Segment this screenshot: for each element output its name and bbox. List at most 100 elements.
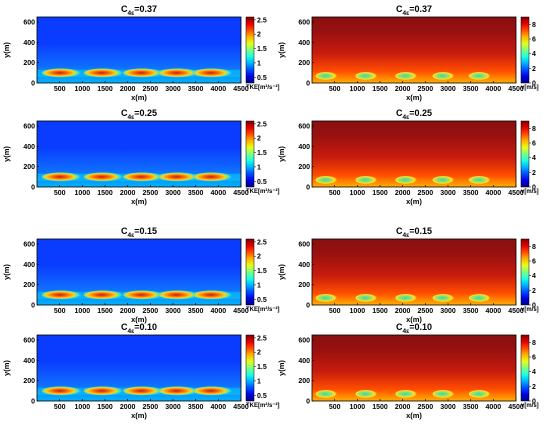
y-tick-label: 600 bbox=[298, 242, 310, 249]
x-tick-label: 4500 bbox=[508, 404, 524, 411]
x-tick-label: 2500 bbox=[143, 190, 159, 197]
x-tick-label: 3000 bbox=[440, 308, 456, 315]
colorbar-tick-label: 2 bbox=[532, 66, 536, 73]
y-tick-label: 600 bbox=[23, 124, 35, 131]
x-tick-label: 2500 bbox=[143, 86, 159, 93]
title-base: C bbox=[121, 4, 128, 14]
velocity-wake-2 bbox=[355, 71, 378, 80]
x-tick-label: 2000 bbox=[395, 404, 411, 411]
colorbar-tick-label: 8 bbox=[532, 340, 536, 347]
panel-svg: 500 1000 1500 2000 2500 3000 3500 4000 450002004… bbox=[2, 226, 280, 324]
colorbar-tick-label: 4 bbox=[532, 273, 536, 280]
tke-core-5 bbox=[192, 290, 233, 300]
y-tick-label: 0 bbox=[31, 303, 35, 310]
y-axis-label: y(m) bbox=[277, 146, 286, 162]
y-tick-label: 200 bbox=[23, 282, 35, 289]
velocity-wake-3 bbox=[395, 71, 418, 80]
velocity-wake-5 bbox=[468, 175, 491, 184]
y-tick-label: 400 bbox=[298, 262, 310, 269]
tke-core-3 bbox=[123, 386, 164, 396]
x-tick-label: 2000 bbox=[395, 308, 411, 315]
colorbar-tick-label: 8 bbox=[532, 126, 536, 133]
velocity-wake-3 bbox=[395, 389, 418, 398]
panel-title: C4ε=0.37 bbox=[121, 4, 157, 17]
y-tick-label: 400 bbox=[298, 358, 310, 365]
x-tick-label: 3000 bbox=[440, 190, 456, 197]
x-axis-label: x(m) bbox=[406, 197, 422, 206]
tke-core-4 bbox=[158, 386, 199, 396]
y-axis-label: y(m) bbox=[277, 264, 286, 280]
x-tick-label: 1500 bbox=[372, 86, 388, 93]
y-tick-label: 400 bbox=[298, 144, 310, 151]
x-tick-label: 1000 bbox=[75, 86, 91, 93]
x-tick-label: 3500 bbox=[463, 86, 479, 93]
x-tick-label: 2500 bbox=[418, 404, 434, 411]
x-tick-label: 4500 bbox=[508, 86, 524, 93]
tke-core-3 bbox=[123, 290, 164, 300]
y-tick-label: 600 bbox=[298, 338, 310, 345]
colorbar bbox=[245, 120, 255, 188]
y-tick-label: 400 bbox=[23, 358, 35, 365]
x-axis-label: x(m) bbox=[131, 411, 147, 420]
x-tick-label: 1000 bbox=[75, 404, 91, 411]
x-tick-label: 1000 bbox=[350, 190, 366, 197]
title-base: C bbox=[396, 322, 403, 332]
panel-title: C4ε=0.15 bbox=[396, 226, 432, 239]
title-value: =0.37 bbox=[134, 4, 157, 14]
colorbar-tick-label: 1.5 bbox=[257, 364, 267, 371]
colorbar-tick-label: 6 bbox=[532, 259, 536, 266]
y-axis-label: y(m) bbox=[277, 360, 286, 376]
colorbar-label: TKE[m²/s⁻²] bbox=[246, 188, 280, 195]
axes-frame bbox=[36, 120, 242, 188]
tke-core-5 bbox=[192, 172, 233, 182]
title-base: C bbox=[121, 108, 128, 118]
x-tick-label: 3500 bbox=[188, 308, 204, 315]
velocity-wake-4 bbox=[432, 389, 455, 398]
colorbar-tick-label: 1 bbox=[257, 60, 261, 67]
colorbar-label: TKE[m²/s⁻²] bbox=[246, 306, 280, 313]
colorbar-tick-label: 0 bbox=[532, 185, 536, 192]
velocity-wake-5 bbox=[468, 389, 491, 398]
x-tick-label: 4000 bbox=[211, 86, 227, 93]
title-subscript: 4ε bbox=[128, 10, 135, 17]
panel-tke-0.37: 500 1000 1500 2000 2500 3000 3500 4000 4500 0 200 4… bbox=[0, 0, 280, 105]
y-tick-label: 200 bbox=[298, 378, 310, 385]
y-tick-label: 200 bbox=[298, 164, 310, 171]
y-tick-label: 600 bbox=[298, 20, 310, 27]
velocity-wake-4 bbox=[432, 71, 455, 80]
title-base: C bbox=[121, 322, 128, 332]
x-tick-label: 3000 bbox=[440, 86, 456, 93]
title-base: C bbox=[396, 4, 403, 14]
title-value: =0.15 bbox=[134, 226, 157, 236]
title-value: =0.25 bbox=[134, 108, 157, 118]
panel-svg: 500 1000 1500 2000 2500 3000 3500 4000 450002004… bbox=[2, 108, 280, 206]
velocity-wake-3 bbox=[395, 293, 418, 302]
panel-title: C4ε=0.10 bbox=[121, 322, 157, 335]
velocity-wake-2 bbox=[355, 389, 378, 398]
colorbar-tick-label: 1 bbox=[257, 164, 261, 171]
colorbar-tick-label: 2 bbox=[257, 350, 261, 357]
axes-frame bbox=[311, 16, 517, 84]
axes-frame bbox=[311, 334, 517, 402]
tke-core-5 bbox=[192, 68, 233, 78]
x-tick-label: 3000 bbox=[165, 308, 181, 315]
panel-svg: 500 1000 1500 2000 2500 3000 3500 4000 450002004… bbox=[277, 108, 539, 206]
title-subscript: 4ε bbox=[128, 232, 135, 239]
x-tick-label: 3000 bbox=[165, 86, 181, 93]
panel-svg: 500 1000 1500 2000 2500 3000 3500 4000 450002004… bbox=[2, 4, 280, 102]
y-axis-label: y(m) bbox=[277, 42, 286, 58]
colorbar-tick-label: 2.5 bbox=[257, 335, 267, 342]
y-tick-label: 200 bbox=[23, 378, 35, 385]
x-tick-label: 1500 bbox=[372, 190, 388, 197]
axes-frame bbox=[36, 16, 242, 84]
colorbar bbox=[245, 16, 255, 84]
title-base: C bbox=[396, 108, 403, 118]
x-axis-label: x(m) bbox=[406, 315, 422, 324]
x-tick-label: 4000 bbox=[211, 190, 227, 197]
x-tick-label: 2500 bbox=[418, 308, 434, 315]
colorbar-tick-label: 4 bbox=[532, 155, 536, 162]
y-tick-label: 200 bbox=[298, 282, 310, 289]
x-tick-label: 3500 bbox=[188, 190, 204, 197]
colorbar-tick-label: 0.5 bbox=[257, 75, 267, 82]
x-tick-label: 1500 bbox=[97, 404, 113, 411]
